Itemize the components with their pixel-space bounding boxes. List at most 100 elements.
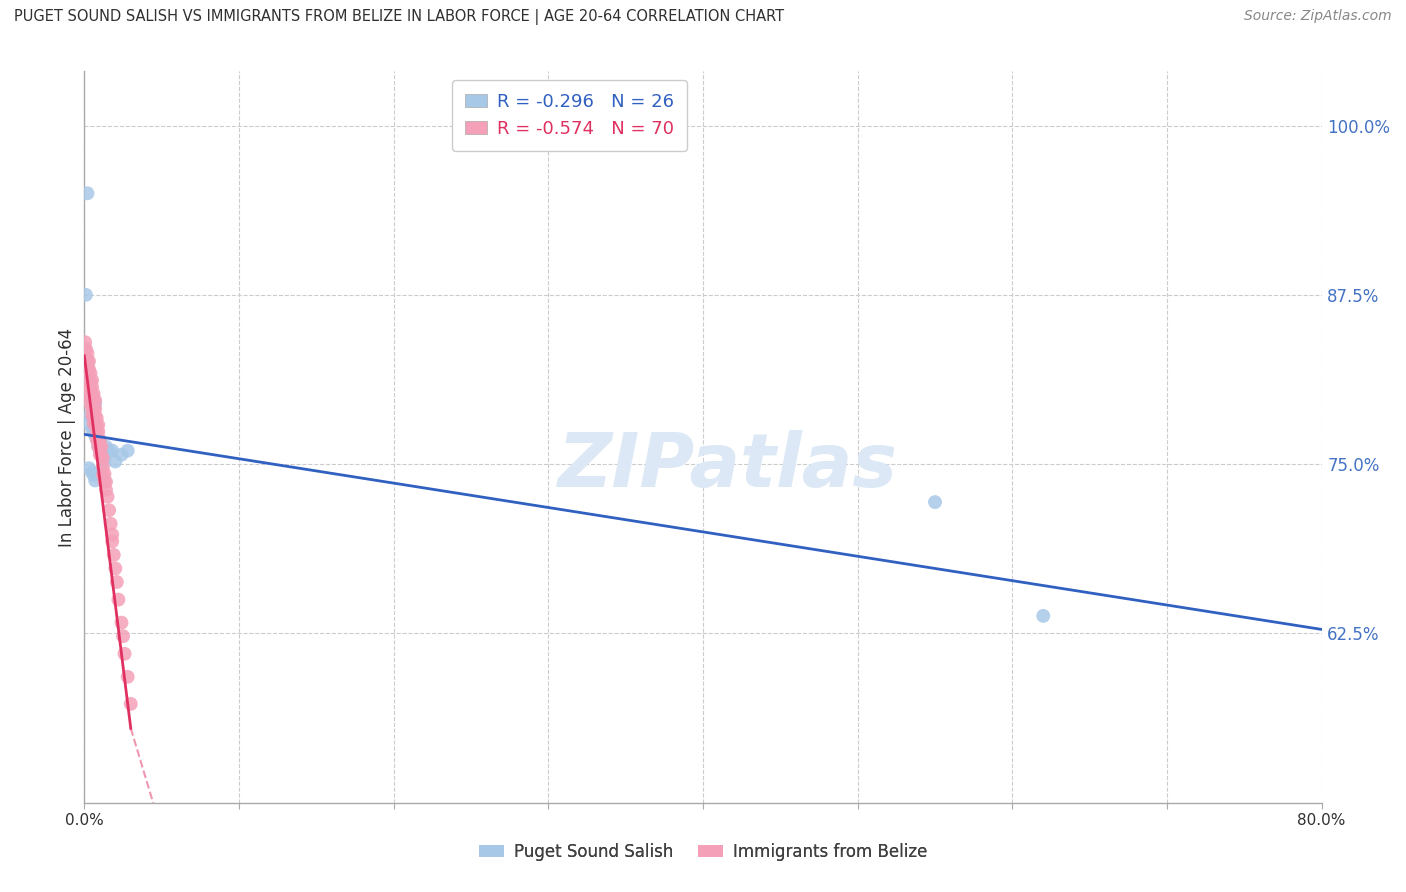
Point: [79, 409, 101, 423]
Point: [82, 422, 104, 436]
Point: [84, 417, 107, 431]
Point: [90, 448, 112, 462]
Point: [101, 443, 124, 458]
Point: [89, 443, 111, 458]
Point: [79, 389, 101, 403]
Text: Source: ZipAtlas.com: Source: ZipAtlas.com: [1244, 9, 1392, 23]
Point: [79, 396, 101, 410]
Point: [91, 459, 114, 474]
Point: [87, 440, 110, 454]
Point: [79, 381, 101, 395]
Point: [82, 465, 104, 479]
Point: [83, 386, 105, 401]
Point: [87, 425, 110, 439]
Point: [84, 396, 107, 410]
Point: [120, 697, 142, 711]
Point: [75, 359, 97, 374]
Point: [76, 376, 98, 390]
Point: [82, 401, 104, 416]
Point: [82, 389, 104, 403]
Point: [87, 433, 110, 447]
Point: [91, 451, 114, 466]
Y-axis label: In Labor Force | Age 20-64: In Labor Force | Age 20-64: [58, 327, 76, 547]
Point: [76, 354, 98, 368]
Point: [77, 362, 100, 376]
Point: [77, 383, 100, 397]
Point: [104, 561, 127, 575]
Point: [90, 440, 112, 454]
Point: [84, 428, 107, 442]
Point: [104, 454, 127, 468]
Point: [76, 362, 98, 376]
Point: [76, 346, 98, 360]
Point: [98, 503, 121, 517]
Point: [77, 461, 100, 475]
Point: [101, 527, 124, 541]
Point: [114, 647, 136, 661]
Point: [89, 441, 111, 455]
Point: [82, 409, 104, 423]
Point: [93, 467, 115, 481]
Point: [75, 288, 97, 302]
Point: [89, 433, 111, 447]
Point: [83, 409, 105, 423]
Point: [94, 475, 117, 489]
Point: [93, 454, 115, 468]
Point: [98, 443, 121, 458]
Point: [83, 417, 105, 431]
Point: [101, 534, 124, 549]
Point: [76, 186, 98, 201]
Point: [86, 411, 108, 425]
Point: [79, 375, 101, 389]
Point: [76, 369, 98, 384]
Point: [86, 425, 108, 440]
Point: [84, 393, 107, 408]
Point: [94, 483, 117, 497]
Point: [82, 380, 104, 394]
Point: [100, 516, 122, 531]
Text: PUGET SOUND SALISH VS IMMIGRANTS FROM BELIZE IN LABOR FORCE | AGE 20-64 CORRELAT: PUGET SOUND SALISH VS IMMIGRANTS FROM BE…: [14, 9, 785, 25]
Point: [77, 354, 100, 368]
Point: [110, 448, 132, 462]
Legend: Puget Sound Salish, Immigrants from Belize: Puget Sound Salish, Immigrants from Beli…: [472, 837, 934, 868]
Point: [93, 475, 115, 489]
Point: [79, 367, 101, 381]
Point: [117, 670, 139, 684]
Point: [105, 574, 128, 589]
Point: [82, 395, 104, 409]
Point: [75, 349, 97, 363]
Point: [77, 417, 100, 431]
Point: [924, 495, 946, 509]
Point: [112, 629, 135, 643]
Point: [75, 351, 97, 366]
Point: [103, 548, 125, 562]
Point: [87, 440, 110, 454]
Point: [82, 388, 104, 402]
Point: [83, 468, 105, 483]
Text: ZIPatlas: ZIPatlas: [558, 430, 898, 503]
Point: [75, 335, 97, 350]
Point: [77, 369, 100, 384]
Point: [117, 443, 139, 458]
Point: [87, 417, 110, 432]
Point: [75, 342, 97, 356]
Point: [83, 425, 105, 439]
Point: [77, 376, 100, 390]
Point: [86, 433, 108, 447]
Point: [89, 448, 111, 462]
Point: [1032, 608, 1054, 623]
Point: [84, 409, 107, 423]
Point: [94, 440, 117, 454]
Point: [91, 449, 114, 463]
Point: [86, 419, 108, 434]
Point: [84, 401, 107, 416]
Point: [84, 474, 107, 488]
Point: [110, 615, 132, 630]
Point: [77, 389, 100, 403]
Point: [82, 373, 104, 387]
Point: [83, 395, 105, 409]
Point: [83, 401, 105, 416]
Point: [107, 592, 129, 607]
Point: [86, 432, 108, 446]
Point: [91, 468, 114, 483]
